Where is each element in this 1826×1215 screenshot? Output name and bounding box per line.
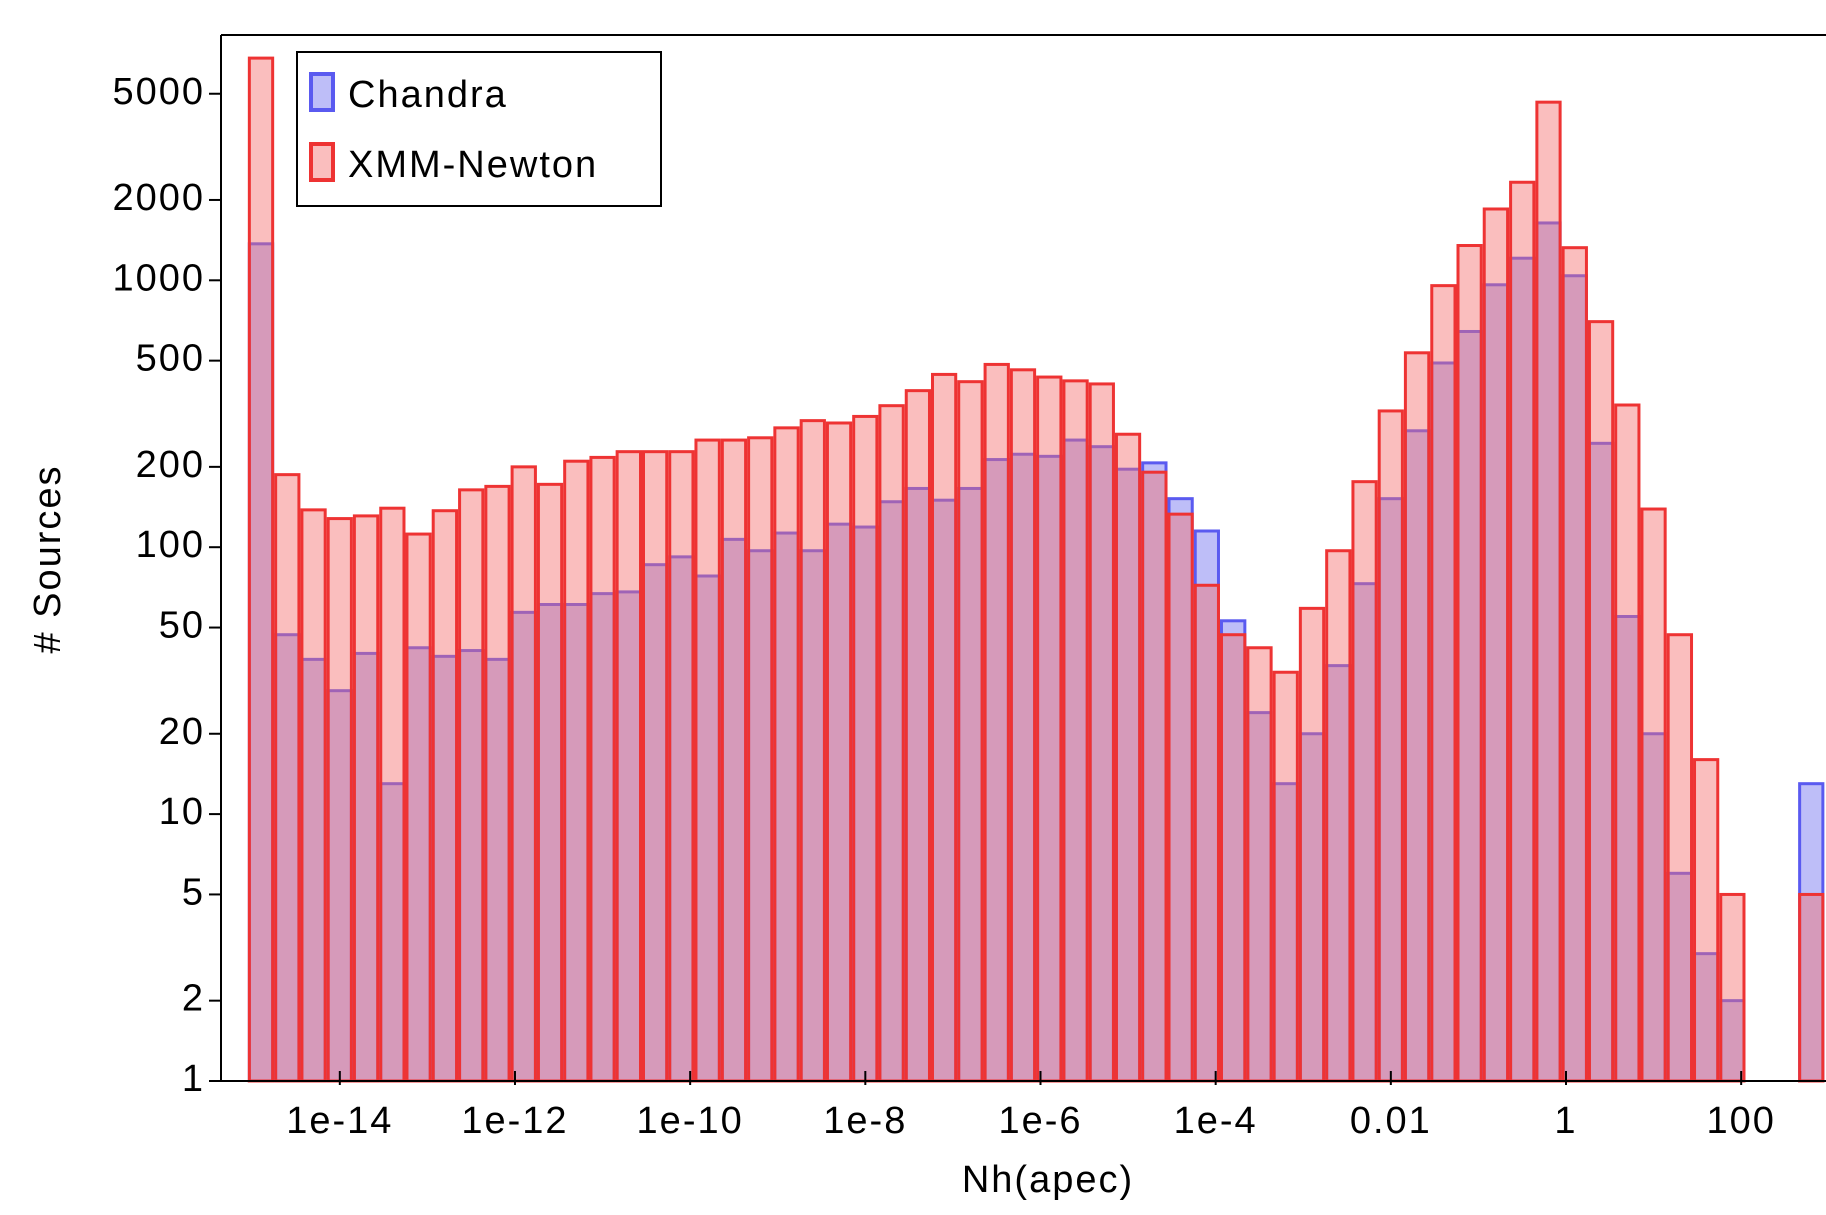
bar xyxy=(1482,207,1510,1083)
y-axis-label: # Sources xyxy=(27,464,69,653)
bar xyxy=(1693,758,1720,1083)
y-tick-label: 10 xyxy=(159,791,205,833)
bar xyxy=(615,450,643,1083)
x-tick-label: 0.01 xyxy=(1350,1100,1432,1142)
bar xyxy=(957,380,984,1083)
bar xyxy=(300,508,327,1083)
y-tick-label: 500 xyxy=(136,338,205,380)
x-tick-label: 100 xyxy=(1706,1100,1775,1142)
bar xyxy=(1798,892,1825,1083)
bar xyxy=(642,450,669,1083)
bar xyxy=(1640,507,1667,1083)
bar xyxy=(1193,583,1220,1083)
bar xyxy=(405,532,432,1083)
bar xyxy=(1561,246,1588,1083)
bar xyxy=(1219,633,1247,1083)
bar xyxy=(1587,320,1615,1083)
y-tick-label: 1000 xyxy=(112,257,205,299)
x-tick-label: 1e-6 xyxy=(998,1100,1082,1142)
bar xyxy=(1036,375,1063,1083)
bar xyxy=(1167,512,1194,1083)
bar xyxy=(773,426,800,1083)
y-tick-label: 2 xyxy=(182,978,205,1020)
bar xyxy=(1509,180,1536,1083)
bar xyxy=(1325,549,1352,1083)
bar xyxy=(484,484,511,1083)
bar xyxy=(1377,409,1404,1083)
x-tick-label: 1e-14 xyxy=(286,1100,393,1142)
bar xyxy=(694,438,721,1083)
bar xyxy=(1430,284,1457,1083)
bar xyxy=(1666,633,1694,1083)
y-tick-label: 50 xyxy=(159,605,205,647)
bar xyxy=(379,506,406,1083)
x-tick-label: 1e-8 xyxy=(823,1100,907,1142)
bar xyxy=(1298,606,1326,1083)
legend-swatch xyxy=(309,72,335,112)
bar xyxy=(1141,470,1168,1083)
legend-box xyxy=(296,51,662,207)
bar xyxy=(983,362,1010,1083)
bar xyxy=(825,421,853,1083)
bar xyxy=(431,509,459,1083)
bar xyxy=(1009,368,1037,1083)
bar xyxy=(458,488,485,1083)
series xyxy=(247,56,1825,1083)
bar xyxy=(510,465,537,1083)
bar xyxy=(799,419,826,1083)
bar xyxy=(720,438,748,1083)
y-tick-label: 2000 xyxy=(112,177,205,219)
x-tick-label: 1e-4 xyxy=(1174,1100,1258,1142)
bar xyxy=(1114,432,1142,1083)
bar xyxy=(589,455,616,1083)
x-tick-label: 1e-12 xyxy=(461,1100,568,1142)
x-tick-label: 1e-10 xyxy=(637,1100,744,1142)
legend-label: Chandra xyxy=(348,74,508,116)
bar xyxy=(352,514,380,1083)
bar xyxy=(1088,382,1115,1083)
bar xyxy=(747,436,774,1083)
bar xyxy=(247,56,275,1083)
bar xyxy=(563,459,590,1083)
bar xyxy=(1062,379,1089,1083)
y-tick-label: 200 xyxy=(136,444,205,486)
bar xyxy=(852,414,879,1083)
y-tick-label: 20 xyxy=(159,711,205,753)
bar xyxy=(1246,646,1273,1083)
x-tick-label: 1 xyxy=(1554,1100,1577,1142)
y-tick-label: 100 xyxy=(136,524,205,566)
bar xyxy=(274,473,301,1083)
y-tick-label: 5000 xyxy=(112,71,205,113)
bar xyxy=(326,517,353,1083)
y-tick-label: 5 xyxy=(182,871,205,913)
legend-label: XMM-Newton xyxy=(348,144,598,186)
bar xyxy=(930,372,958,1083)
bar xyxy=(904,389,931,1083)
bar xyxy=(1719,892,1746,1083)
x-axis-label: Nh(apec) xyxy=(962,1159,1134,1201)
bar xyxy=(878,404,905,1083)
y-tick-label: 1 xyxy=(182,1058,205,1100)
bar xyxy=(1535,100,1562,1083)
bar xyxy=(1351,480,1378,1083)
bar xyxy=(1272,670,1299,1083)
legend-swatch xyxy=(309,142,335,182)
bar xyxy=(536,482,564,1083)
bar xyxy=(1456,244,1483,1083)
bar xyxy=(668,450,695,1083)
bar xyxy=(1614,403,1641,1083)
bar xyxy=(1403,351,1431,1083)
